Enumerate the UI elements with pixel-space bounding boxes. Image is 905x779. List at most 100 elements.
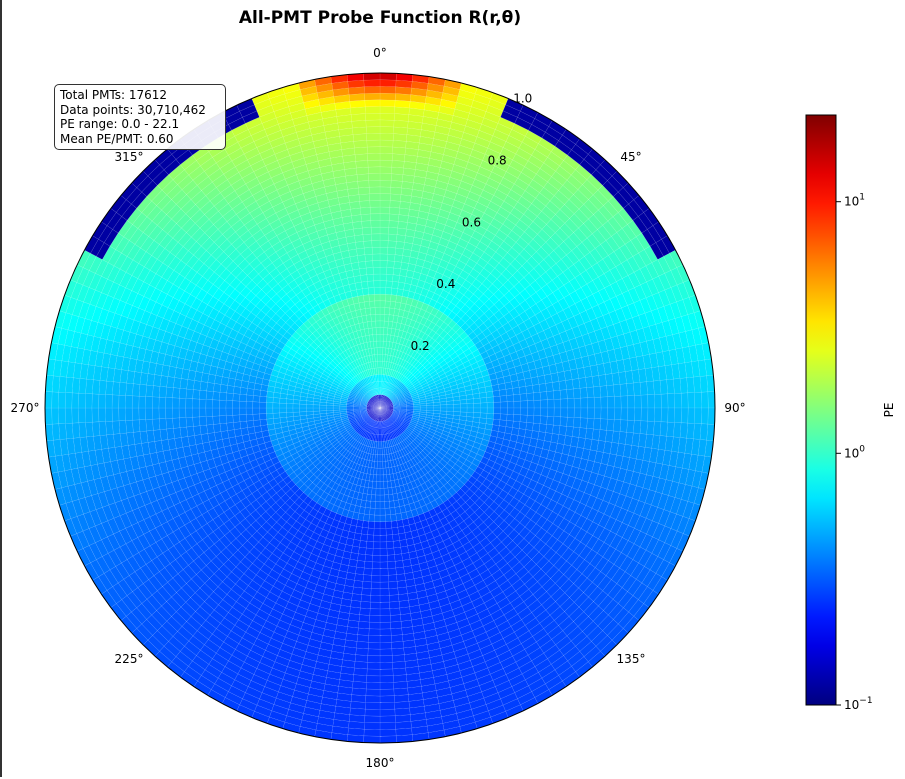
heatmap-cell [486, 413, 494, 420]
heatmap-cell [259, 395, 267, 403]
heatmap-cell [379, 334, 384, 342]
heatmap-cell [373, 528, 381, 536]
heatmap-cell [371, 561, 381, 569]
heatmap-cell [172, 397, 180, 409]
heatmap-cell [473, 407, 481, 414]
heatmap-cell [373, 340, 378, 349]
heatmap-cell [388, 220, 399, 229]
heatmap-cell [375, 314, 381, 322]
heatmap-cell [388, 233, 398, 242]
heatmap-cell [394, 553, 403, 562]
heatmap-cell [486, 396, 494, 403]
heatmap-cell [379, 508, 386, 516]
heatmap-cell [460, 407, 468, 413]
heatmap-cell [511, 380, 520, 389]
heatmap-cell [233, 421, 242, 430]
heatmap-cell [379, 267, 388, 275]
heatmap-cell [362, 287, 370, 296]
heatmap-cell [371, 568, 381, 576]
heatmap-cell [593, 386, 602, 398]
heatmap-cell [388, 581, 398, 589]
heatmap-cell [388, 227, 398, 235]
heatmap-cell [379, 541, 388, 549]
heatmap-cell [239, 387, 248, 396]
heatmap-cell [390, 513, 397, 522]
heatmap-cell [356, 634, 370, 643]
heatmap-cell [392, 540, 401, 549]
heatmap-cell [273, 417, 281, 424]
heatmap-cell [392, 146, 406, 155]
heatmap-cell [279, 412, 287, 419]
heatmap-cell [389, 601, 400, 609]
heatmap-cell [379, 427, 382, 435]
heatmap-cell [513, 394, 521, 402]
heatmap-cell [377, 360, 381, 369]
heatmap-cell [376, 347, 381, 355]
heatmap-cell [193, 380, 202, 391]
heatmap-cell [246, 420, 255, 428]
heatmap-cell [607, 396, 615, 409]
heatmap-cell [533, 399, 541, 409]
heatmap-cell [379, 307, 386, 315]
heatmap-cell [354, 234, 364, 243]
heatmap-cell [354, 573, 364, 582]
heatmap-cell [253, 389, 261, 397]
heatmap-cell [359, 267, 368, 276]
heatmap-cell [292, 403, 300, 409]
heatmap-cell [579, 417, 588, 429]
heatmap-cell [472, 393, 481, 400]
heatmap-cell [372, 253, 381, 261]
heatmap-cell [379, 474, 384, 482]
heatmap-cell [379, 548, 388, 556]
heatmap-cell [354, 146, 368, 155]
heatmap-cell [379, 514, 386, 523]
heatmap-cell [466, 403, 474, 409]
heatmap-cell [506, 414, 515, 422]
heatmap-cell [353, 227, 364, 236]
heatmap-cell [540, 407, 548, 417]
heatmap-cell [379, 568, 389, 576]
heatmap-cell [586, 386, 595, 398]
heatmap-cell [362, 227, 372, 235]
heatmap-cell [619, 383, 628, 397]
heatmap-cell [368, 635, 381, 643]
heatmap-cell [627, 395, 635, 409]
heatmap-cell [379, 139, 394, 148]
heatmap-cell [252, 401, 260, 409]
heatmap-cell [125, 419, 134, 434]
heatmap-cell [232, 400, 240, 409]
heatmap-cell [391, 166, 404, 175]
heatmap-cell [372, 541, 381, 549]
heatmap-cell [379, 226, 390, 235]
heatmap-cell [367, 642, 381, 650]
heatmap-cell [378, 374, 381, 382]
heatmap-cell [286, 398, 294, 404]
heatmap-cell [178, 407, 187, 419]
heatmap-cell [393, 261, 402, 270]
heatmap-cell [372, 548, 381, 556]
heatmap-cell [520, 400, 528, 409]
heatmap-cell [606, 418, 615, 432]
heatmap-cell [252, 395, 261, 403]
heatmap-cell [513, 400, 521, 409]
heatmap-cell [379, 615, 391, 623]
heatmap-cell [292, 407, 300, 413]
heatmap-cell [165, 418, 174, 430]
heatmap-cell [396, 234, 406, 243]
heatmap-cell [486, 407, 495, 414]
heatmap-cell [394, 254, 403, 263]
heatmap-cells [45, 73, 715, 743]
heatmap-cell [379, 220, 390, 228]
heatmap-cell [379, 213, 390, 221]
heatmap-cell [232, 393, 241, 402]
heatmap-cell [379, 300, 386, 308]
heatmap-cell [356, 560, 366, 569]
heatmap-cell [379, 273, 387, 282]
heatmap-cell [233, 386, 242, 395]
heatmap-cell [361, 527, 369, 535]
heatmap-cell [356, 173, 370, 182]
heatmap-cell [260, 424, 269, 432]
heatmap-cell [279, 397, 287, 404]
heatmap-cell [206, 424, 215, 434]
